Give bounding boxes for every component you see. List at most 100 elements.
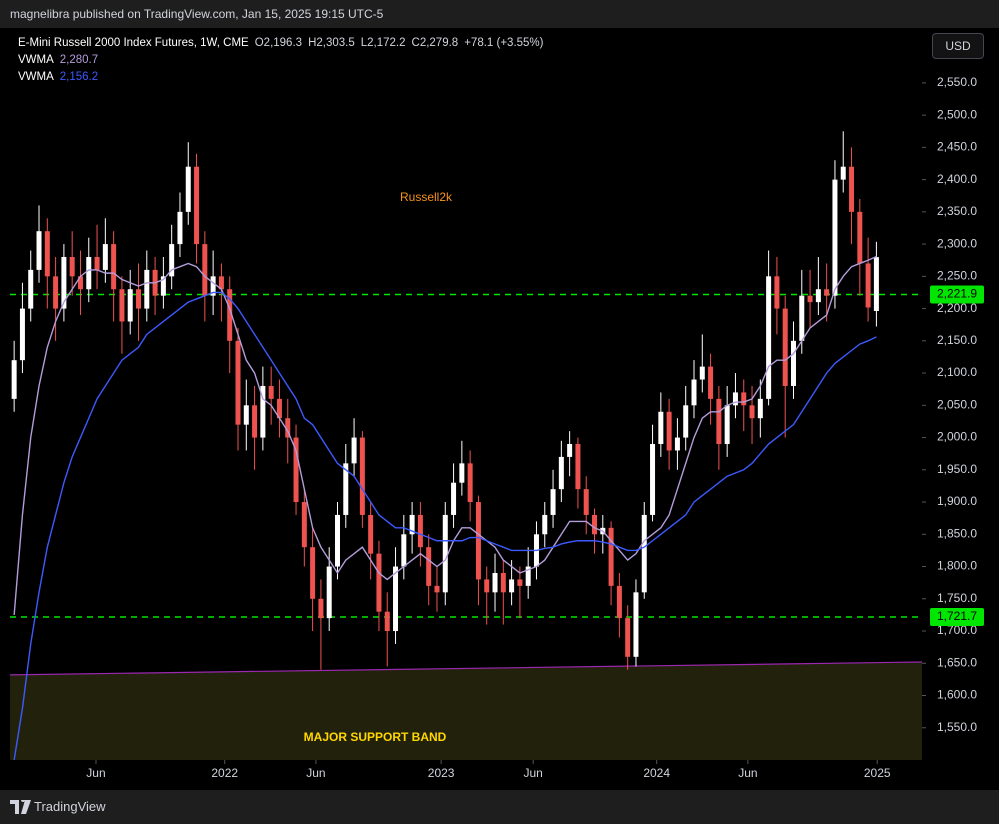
candle-body (36, 231, 42, 270)
candle-body (160, 276, 166, 296)
candle-body (716, 398, 722, 445)
candle-body (169, 244, 175, 277)
candle-body (44, 231, 50, 277)
candle-body (235, 340, 241, 425)
candle-body (401, 534, 407, 567)
candle-body (69, 256, 75, 277)
candle-body (459, 463, 465, 483)
candle-body (19, 308, 25, 361)
candle-body (285, 418, 291, 438)
candle-body (608, 527, 614, 586)
candle-body (650, 444, 656, 515)
candle-body (276, 398, 282, 419)
candle-body (94, 256, 100, 270)
level-label-box (930, 608, 984, 627)
candle-body (310, 547, 316, 599)
candle-body (351, 437, 357, 464)
y-tick-label: 2,350.0 (937, 204, 977, 218)
y-tick-label: 1,900.0 (937, 494, 977, 508)
candle-body (732, 392, 738, 406)
candle-body (260, 385, 266, 438)
level-label: 1,721.7 (937, 609, 977, 623)
candle-body (334, 514, 340, 567)
candle-body (550, 489, 556, 515)
y-tick-label: 2,400.0 (937, 172, 977, 186)
level-label-box (930, 285, 984, 304)
x-tick-label: Jun (738, 766, 757, 780)
candle-body (426, 547, 432, 586)
candle-body (865, 263, 871, 308)
candle-body (202, 244, 208, 296)
candle-body (492, 572, 498, 593)
candle-body (592, 514, 598, 535)
ohlc-change: +78.1 (+3.55%) (464, 37, 544, 49)
x-tick-label: Jun (306, 766, 325, 780)
y-tick-label: 1,600.0 (937, 688, 977, 702)
candle-body (558, 456, 564, 490)
candle-body (28, 269, 34, 309)
level-label: 2,221.9 (937, 287, 977, 301)
candle-body (442, 514, 448, 593)
candle-body (824, 289, 830, 296)
candle-body (782, 308, 788, 386)
ohlc-open: O2,196.3 (254, 37, 303, 49)
x-tick-label: 2025 (864, 766, 891, 780)
y-tick-label: 2,150.0 (937, 333, 977, 347)
candle-body (741, 392, 747, 406)
candle-body (575, 444, 581, 490)
candle-body (832, 179, 838, 296)
y-tick-label: 1,850.0 (937, 526, 977, 540)
chart: 1,550.0 1,600.0 1,650.0 1,700.0 1,750.0 1,800… (0, 28, 999, 790)
currency-button[interactable]: USD (932, 33, 984, 59)
candle-body (417, 514, 423, 548)
candle-body (61, 256, 67, 309)
candle-body (509, 579, 515, 593)
y-tick-label: 2,000.0 (937, 430, 977, 444)
ohlc-high: H2,303.5 (308, 37, 355, 49)
candle-body (749, 405, 755, 419)
candle-body (293, 437, 299, 503)
candle-body (301, 502, 307, 548)
candle-body (625, 618, 631, 657)
y-tick-label: 1,800.0 (937, 559, 977, 573)
y-tick-label: 1,550.0 (937, 720, 977, 734)
candle-body (774, 276, 780, 309)
vwma-line (13, 255, 877, 615)
candle-body (227, 289, 233, 341)
candle-body (674, 437, 680, 451)
candle-body (484, 579, 490, 593)
candle-body (799, 295, 805, 341)
candle-body (873, 257, 879, 311)
candle-body (451, 482, 457, 515)
candle-body (77, 276, 83, 290)
y-tick-label: 2,550.0 (937, 75, 977, 89)
candle-body (185, 166, 191, 212)
y-tick-label: 1,650.0 (937, 655, 977, 669)
candle-body (766, 276, 772, 399)
candle-body (708, 366, 714, 399)
y-tick-label: 1,950.0 (937, 462, 977, 476)
support-band-label: MAJOR SUPPORT BAND (304, 730, 447, 744)
candle-body (849, 166, 855, 212)
candle-body (343, 463, 349, 515)
y-tick-label: 1,700.0 (937, 623, 977, 637)
candle-body (218, 276, 224, 290)
candle-body (517, 579, 523, 586)
candle-body (567, 444, 573, 457)
y-tick-label: 2,250.0 (937, 269, 977, 283)
candle-body (666, 411, 672, 451)
candle-body (807, 295, 813, 303)
support-line (10, 661, 922, 676)
footer: TradingView (0, 790, 999, 824)
legend-value: 2,280.7 (59, 54, 99, 66)
candle-body (409, 514, 415, 535)
footer-brand: TradingView (34, 799, 106, 814)
candle-body (210, 276, 216, 296)
candle-body (393, 566, 399, 632)
y-tick-label: 2,100.0 (937, 365, 977, 379)
ohlc-low: L2,172.2 (360, 37, 406, 49)
candle-body (757, 398, 763, 419)
y-tick-label: 2,050.0 (937, 397, 977, 411)
candle-body (790, 340, 796, 386)
